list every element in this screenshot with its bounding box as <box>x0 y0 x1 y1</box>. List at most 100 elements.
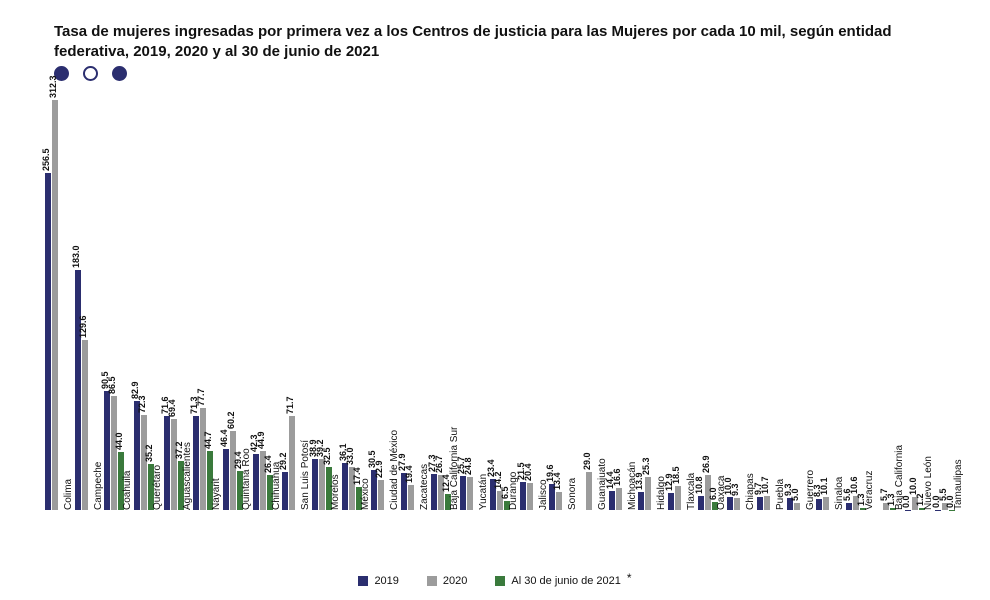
bar-value: 256.5 <box>42 149 51 172</box>
bar-group: 183.0129.6Campeche <box>70 90 100 510</box>
bar <box>467 477 473 510</box>
bar-value: 72.3 <box>138 396 147 414</box>
category-label: Tamaulipas <box>949 459 964 510</box>
bar <box>764 496 770 510</box>
bar-group: 12.918.5Tlaxcala <box>663 90 693 510</box>
bar-value: 129.6 <box>79 315 88 338</box>
bar-group: 82.972.335.2Querétaro <box>129 90 159 510</box>
bar-value: 5.0 <box>791 489 800 502</box>
bar <box>935 510 941 511</box>
bar-value: 69.4 <box>168 399 177 417</box>
bar <box>45 173 51 510</box>
bar-value: 10.7 <box>761 476 770 494</box>
bar-group: 21.520.4Jalisco <box>515 90 545 510</box>
legend-swatch <box>358 576 368 586</box>
bar-value: 44.0 <box>115 433 124 451</box>
bar-group: 0.010.01.2Nuevo León <box>901 90 931 510</box>
bar <box>223 449 229 510</box>
legend-item: Al 30 de junio de 2021* <box>495 574 631 588</box>
bar-value: 10.1 <box>820 477 829 495</box>
bar-group: 5.610.61.3Veracruz <box>841 90 871 510</box>
legend-asterisk: * <box>627 571 632 585</box>
legend-swatch <box>427 576 437 586</box>
bar-group: 0.05.50.0Tamaulipas <box>930 90 960 510</box>
bar <box>312 459 318 510</box>
bar <box>846 503 852 510</box>
bar <box>734 498 740 510</box>
bar <box>727 497 733 510</box>
bar-group: 5.71.3Baja California <box>871 90 901 510</box>
legend-swatch <box>495 576 505 586</box>
bar-value: 86.5 <box>108 377 117 395</box>
bar-value: 18.5 <box>672 466 681 484</box>
bar <box>75 270 81 510</box>
bar-value: 77.7 <box>197 389 206 407</box>
title-dot <box>112 66 127 81</box>
bar-group: 90.586.544.0Coahuila <box>99 90 129 510</box>
bar <box>193 416 199 510</box>
bar <box>230 431 236 510</box>
bar-value: 22.9 <box>375 460 384 478</box>
bar <box>816 499 822 510</box>
bar-value: 312.3 <box>49 76 58 99</box>
bar-value: 32.5 <box>323 448 332 466</box>
bar-value: 46.4 <box>220 430 229 448</box>
bar-value: 20.4 <box>524 464 533 482</box>
bar <box>200 408 206 510</box>
bar-value: 13.4 <box>553 473 562 491</box>
chart-container: Tasa de mujeres ingresadas por primera v… <box>0 0 990 600</box>
bar-group: 10.826.96.0Oaxaca <box>693 90 723 510</box>
bar-value: 29.2 <box>279 452 288 470</box>
bar <box>342 463 348 510</box>
bar-group: 71.669.437.2Aguascalientes <box>159 90 189 510</box>
bar <box>431 474 437 510</box>
legend-label: 2019 <box>374 575 398 587</box>
bar-value: 9.3 <box>731 483 740 496</box>
bar-value: 10.6 <box>850 477 859 495</box>
bar-group: 38.939.232.5Morelos <box>307 90 337 510</box>
bar-value: 24.8 <box>464 458 473 476</box>
bar-value: 183.0 <box>72 245 81 268</box>
bar-group: 14.416.6Michoacán <box>604 90 634 510</box>
bar-group: 9.35.0Guerrero <box>782 90 812 510</box>
bar <box>668 493 674 510</box>
bar <box>609 491 615 510</box>
bar <box>675 486 681 510</box>
bar-group: 9.710.7Puebla <box>752 90 782 510</box>
bar-group: 13.925.3Hidalgo <box>634 90 664 510</box>
bar <box>141 415 147 510</box>
bar-value: 19.4 <box>405 465 414 483</box>
bar-value: 10.0 <box>909 477 918 495</box>
bar-group: 8.310.1Sinaloa <box>812 90 842 510</box>
bar <box>52 100 58 510</box>
bar-value: 44.9 <box>257 432 266 450</box>
bar <box>638 492 644 510</box>
bar <box>823 497 829 510</box>
bar <box>111 396 117 510</box>
bar-group: 27.919.4Zacatecas <box>396 90 426 510</box>
bar-value: 44.7 <box>204 432 213 450</box>
legend-item: 2020 <box>427 574 467 588</box>
bar-group: 71.377.744.7Nayarit <box>188 90 218 510</box>
bar <box>698 496 704 510</box>
bar-value: 35.2 <box>145 444 154 462</box>
bar <box>408 485 414 510</box>
bar <box>757 497 763 510</box>
bar-group: 256.5312.3Colima <box>40 90 70 510</box>
bar <box>645 477 651 510</box>
bar-group: 19.613.4Sonora <box>545 90 575 510</box>
bar-value: 0.0 <box>902 495 911 508</box>
bar-group: 42.344.926.4Chihuahua <box>248 90 278 510</box>
bar <box>319 459 325 510</box>
bar-value: 29.0 <box>583 452 592 470</box>
bar-group: 46.460.229.4Quintana Roo <box>218 90 248 510</box>
bar-group: 27.326.712.4Baja California Sur <box>426 90 456 510</box>
bar <box>253 454 259 510</box>
bar <box>905 510 911 511</box>
bar-value: 60.2 <box>227 411 236 429</box>
bar <box>82 340 88 510</box>
title-dots <box>54 66 127 81</box>
bar-value: 71.7 <box>286 396 295 414</box>
bar-group: 29.0Guanajuato <box>574 90 604 510</box>
bar-group: 29.271.7San Luis Potosí <box>277 90 307 510</box>
